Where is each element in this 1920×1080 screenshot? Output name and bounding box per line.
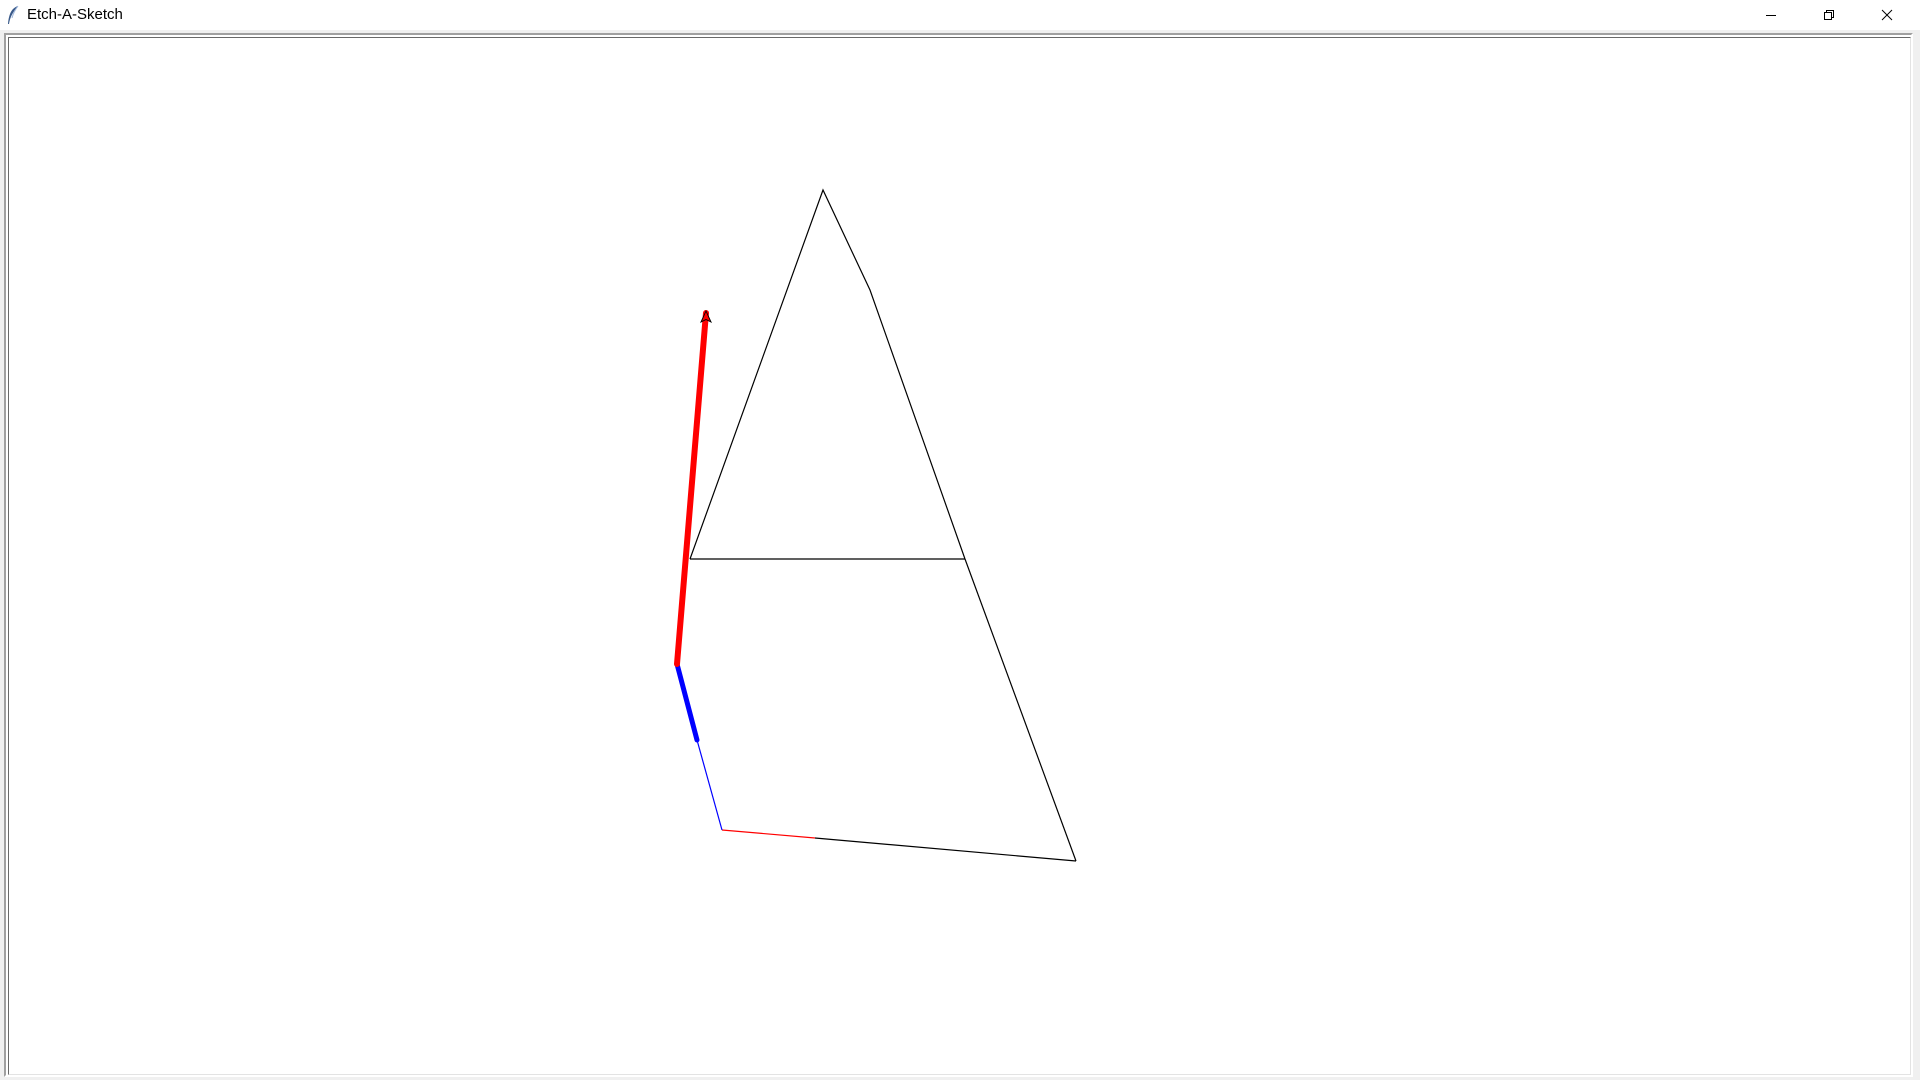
- turtle-cursor-icon: [700, 310, 712, 323]
- window-title: Etch-A-Sketch: [27, 6, 123, 23]
- minimize-icon: [1765, 9, 1777, 21]
- sketch-line-black: [964, 558, 1077, 862]
- sketch-line-red-thick: [674, 310, 709, 667]
- drawing-canvas-frame: [4, 33, 1913, 1077]
- drawing-canvas[interactable]: [8, 37, 1911, 1075]
- sketch-line-black: [689, 188, 966, 560]
- sketch-line-blue-thin: [696, 739, 723, 831]
- restore-icon: [1823, 9, 1835, 21]
- sketch-line-red-thin: [721, 829, 816, 839]
- close-button[interactable]: [1858, 0, 1916, 30]
- close-icon: [1881, 9, 1893, 21]
- feather-icon: [6, 5, 20, 25]
- title-bar[interactable]: Etch-A-Sketch: [0, 0, 1920, 30]
- sketch-line-black: [814, 837, 1077, 862]
- sketch-line-blue-thick: [674, 661, 700, 743]
- minimize-button[interactable]: [1742, 0, 1800, 30]
- restore-button[interactable]: [1800, 0, 1858, 30]
